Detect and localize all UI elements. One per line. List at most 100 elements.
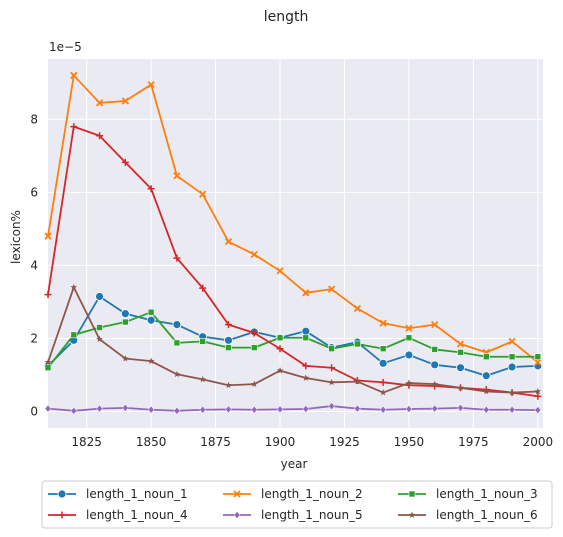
data-point [173, 339, 181, 347]
data-point [173, 172, 181, 180]
data-point [147, 80, 155, 89]
series-length_1_noun_5 [44, 402, 542, 415]
legend: length_1_noun_1 length_1_noun_2 length_1_n… [41, 480, 553, 529]
data-point [379, 345, 387, 353]
data-point [199, 338, 206, 345]
data-point [224, 335, 233, 345]
legend-label: length_1_noun_3 [436, 487, 538, 501]
data-point [199, 375, 207, 383]
data-point [225, 344, 232, 351]
data-point [508, 337, 516, 346]
data-point [95, 99, 104, 107]
data-point [431, 320, 439, 329]
data-point [224, 321, 232, 329]
data-point [250, 405, 258, 414]
data-point [379, 319, 387, 327]
y-axis-label: lexicon% [9, 210, 23, 264]
data-point [378, 358, 388, 368]
data-point [379, 378, 387, 386]
data-point [250, 380, 258, 387]
data-point [379, 405, 387, 414]
data-point [482, 387, 490, 395]
data-point [354, 404, 361, 413]
data-point [302, 289, 310, 297]
data-point [534, 392, 542, 400]
data-point [199, 284, 207, 292]
data-point [96, 324, 103, 331]
data-point [534, 387, 542, 395]
data-point [173, 370, 181, 378]
x-tick-label: 1850 [136, 435, 167, 449]
data-point [404, 350, 414, 360]
data-point [354, 378, 361, 385]
y-tick-label: 8 [30, 112, 38, 126]
x-tick-label: 1950 [394, 435, 425, 449]
legend-swatch-marker [57, 489, 67, 499]
legend-swatch-marker [408, 490, 416, 498]
y-tick-label: 2 [30, 331, 38, 345]
data-point [224, 238, 233, 246]
data-point [172, 320, 182, 330]
data-point [430, 360, 440, 370]
data-point [302, 405, 310, 413]
series-length_1_noun_1 [43, 292, 543, 381]
data-point [534, 353, 542, 361]
legend-item: length_1_noun_5 [223, 508, 363, 522]
data-point [120, 309, 130, 319]
data-point [328, 378, 335, 386]
legend-item: length_1_noun_4 [48, 508, 188, 522]
data-point [276, 405, 284, 414]
legend-swatch-marker [233, 511, 241, 519]
y-tick-label: 0 [30, 405, 38, 419]
data-point [302, 362, 310, 370]
series-length_1_noun_6 [44, 283, 542, 396]
series-line [47, 74, 539, 363]
data-point [405, 334, 413, 342]
data-point [276, 267, 284, 275]
data-point [508, 353, 516, 361]
data-point [70, 406, 78, 415]
data-point [121, 158, 129, 166]
data-point [301, 326, 311, 336]
data-point [507, 362, 517, 372]
data-point [250, 250, 258, 259]
legend-swatch-marker [233, 490, 241, 498]
data-point [121, 97, 129, 105]
data-point [302, 374, 310, 381]
legend-item: length_1_noun_1 [48, 487, 188, 501]
data-point [225, 381, 232, 389]
data-point [147, 308, 155, 316]
legend-label: length_1_noun_6 [436, 508, 538, 522]
x-tick-label: 2000 [523, 435, 554, 449]
series-length_1_noun_3 [44, 308, 542, 372]
data-point [457, 384, 464, 391]
legend-frame [41, 480, 553, 529]
data-point [456, 363, 465, 373]
x-tick-label: 1900 [265, 435, 296, 449]
chart-title: length [264, 9, 309, 25]
legend-item: length_1_noun_6 [398, 508, 538, 522]
legend-item: length_1_noun_3 [398, 487, 538, 501]
series-line [47, 405, 538, 412]
data-point [431, 380, 439, 387]
data-point [302, 334, 310, 342]
data-point [353, 304, 362, 313]
legend-label: length_1_noun_4 [86, 508, 188, 522]
y-tick-label: 4 [30, 258, 38, 272]
data-point [70, 71, 78, 80]
data-point [70, 123, 78, 131]
data-point [456, 340, 465, 348]
data-point [431, 404, 439, 413]
data-point [276, 367, 284, 374]
plot-area [48, 59, 543, 428]
data-point [250, 329, 258, 337]
data-point [199, 405, 207, 414]
data-point [147, 405, 155, 414]
data-point [122, 318, 129, 326]
data-point [96, 132, 104, 140]
x-tick-label: 1975 [458, 435, 489, 449]
data-point [328, 364, 336, 372]
data-point [44, 358, 52, 366]
data-point [482, 353, 490, 361]
